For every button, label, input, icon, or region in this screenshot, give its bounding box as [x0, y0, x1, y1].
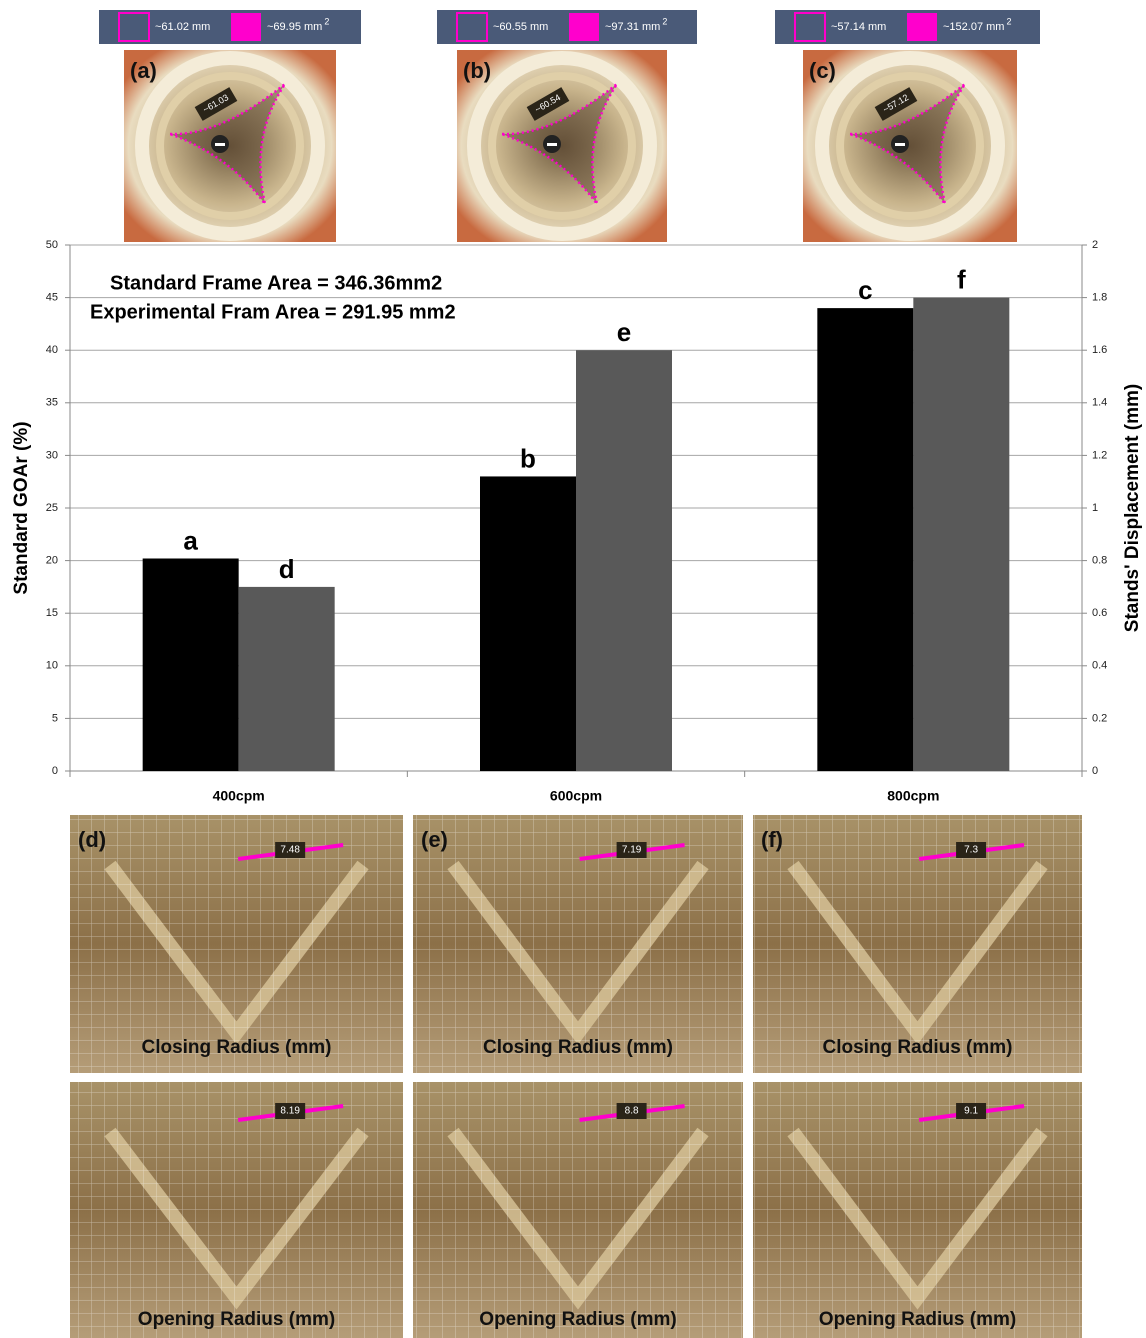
grid-overlay [753, 815, 1082, 1073]
y2-tick-label: 1.2 [1092, 449, 1107, 461]
x-tick-label: 600cpm [550, 788, 602, 804]
bar-label: a [183, 525, 198, 555]
panel-label: (c) [809, 58, 836, 83]
bar-label: e [617, 317, 631, 347]
y2-tick-label: 0.4 [1092, 660, 1107, 672]
area-value: ~152.07 mm [943, 21, 1004, 33]
bar [480, 476, 576, 771]
y-tick-label: 35 [46, 397, 58, 409]
x-tick-label: 400cpm [213, 788, 265, 804]
center-bar [547, 143, 557, 146]
area-value: ~97.31 mm [605, 21, 660, 33]
y-tick-label: 40 [46, 344, 58, 356]
measure-label: 8.8 [625, 1106, 639, 1117]
y2-tick-label: 1 [1092, 502, 1098, 514]
annotation: Experimental Fram Area = 291.95 mm2 [90, 301, 456, 323]
measure-label: 9.1 [964, 1106, 978, 1117]
y2-tick-label: 1.8 [1092, 292, 1107, 304]
y-tick-label: 50 [46, 239, 58, 251]
bar [817, 308, 913, 771]
y2-tick-label: 0.2 [1092, 712, 1107, 724]
area-exponent: 2 [324, 16, 329, 26]
y-tick-label: 20 [46, 555, 58, 567]
grid-overlay [753, 1082, 1082, 1338]
panel-caption: Closing Radius (mm) [141, 1037, 331, 1058]
bar-label: c [858, 275, 872, 305]
grid-overlay [70, 1082, 403, 1338]
panel-label: (a) [130, 58, 157, 83]
panel-caption: Opening Radius (mm) [819, 1309, 1016, 1330]
area-swatch [907, 13, 937, 41]
y-tick-label: 45 [46, 292, 58, 304]
panel-label: (b) [463, 58, 491, 83]
perimeter-value: ~61.02 mm [155, 21, 210, 33]
y2-tick-label: 0.6 [1092, 607, 1107, 619]
y-tick-label: 0 [52, 765, 58, 777]
bar [913, 298, 1009, 771]
area-exponent: 2 [1006, 16, 1011, 26]
panel-caption: Closing Radius (mm) [822, 1037, 1012, 1058]
y2-tick-label: 0.8 [1092, 555, 1107, 567]
y2-axis-title: Stands' Displacement (mm) [1122, 384, 1143, 632]
panel-caption: Opening Radius (mm) [138, 1309, 335, 1330]
grid-overlay [413, 1082, 743, 1338]
center-bar [895, 143, 905, 146]
grid-overlay [70, 815, 403, 1073]
panel-label: (d) [78, 827, 106, 852]
y-tick-label: 30 [46, 449, 58, 461]
area-value: ~69.95 mm [267, 21, 322, 33]
y2-tick-label: 0 [1092, 765, 1098, 777]
panel-caption: Closing Radius (mm) [483, 1037, 673, 1058]
y-axis-title: Standard GOAr (%) [11, 421, 32, 594]
panel-caption: Opening Radius (mm) [479, 1309, 676, 1330]
y-tick-label: 15 [46, 607, 58, 619]
panel-label: (f) [761, 827, 783, 852]
area-swatch [231, 13, 261, 41]
measure-label: 8.19 [280, 1106, 300, 1117]
perimeter-value: ~60.55 mm [493, 21, 548, 33]
center-bar [215, 143, 225, 146]
y-tick-label: 25 [46, 502, 58, 514]
y2-tick-label: 1.4 [1092, 397, 1107, 409]
perimeter-value: ~57.14 mm [831, 21, 886, 33]
bar [143, 558, 239, 771]
area-swatch [569, 13, 599, 41]
panel-label: (e) [421, 827, 448, 852]
x-tick-label: 800cpm [887, 788, 939, 804]
bar-label: f [957, 264, 966, 294]
bar [239, 587, 335, 771]
bar [576, 350, 672, 771]
measure-label: 7.48 [280, 845, 300, 856]
y-tick-label: 5 [52, 712, 58, 724]
annotation: Standard Frame Area = 346.36mm2 [110, 272, 442, 294]
bar-label: d [279, 554, 295, 584]
figure: ~61.02 mm~69.95 mm2~61.03(a)~60.55 mm~97… [0, 0, 1146, 1338]
y2-tick-label: 2 [1092, 239, 1098, 251]
measure-label: 7.19 [622, 845, 642, 856]
y2-tick-label: 1.6 [1092, 344, 1107, 356]
y-tick-label: 10 [46, 660, 58, 672]
measure-label: 7.3 [964, 845, 978, 856]
grid-overlay [413, 815, 743, 1073]
area-exponent: 2 [662, 16, 667, 26]
bar-label: b [520, 443, 536, 473]
